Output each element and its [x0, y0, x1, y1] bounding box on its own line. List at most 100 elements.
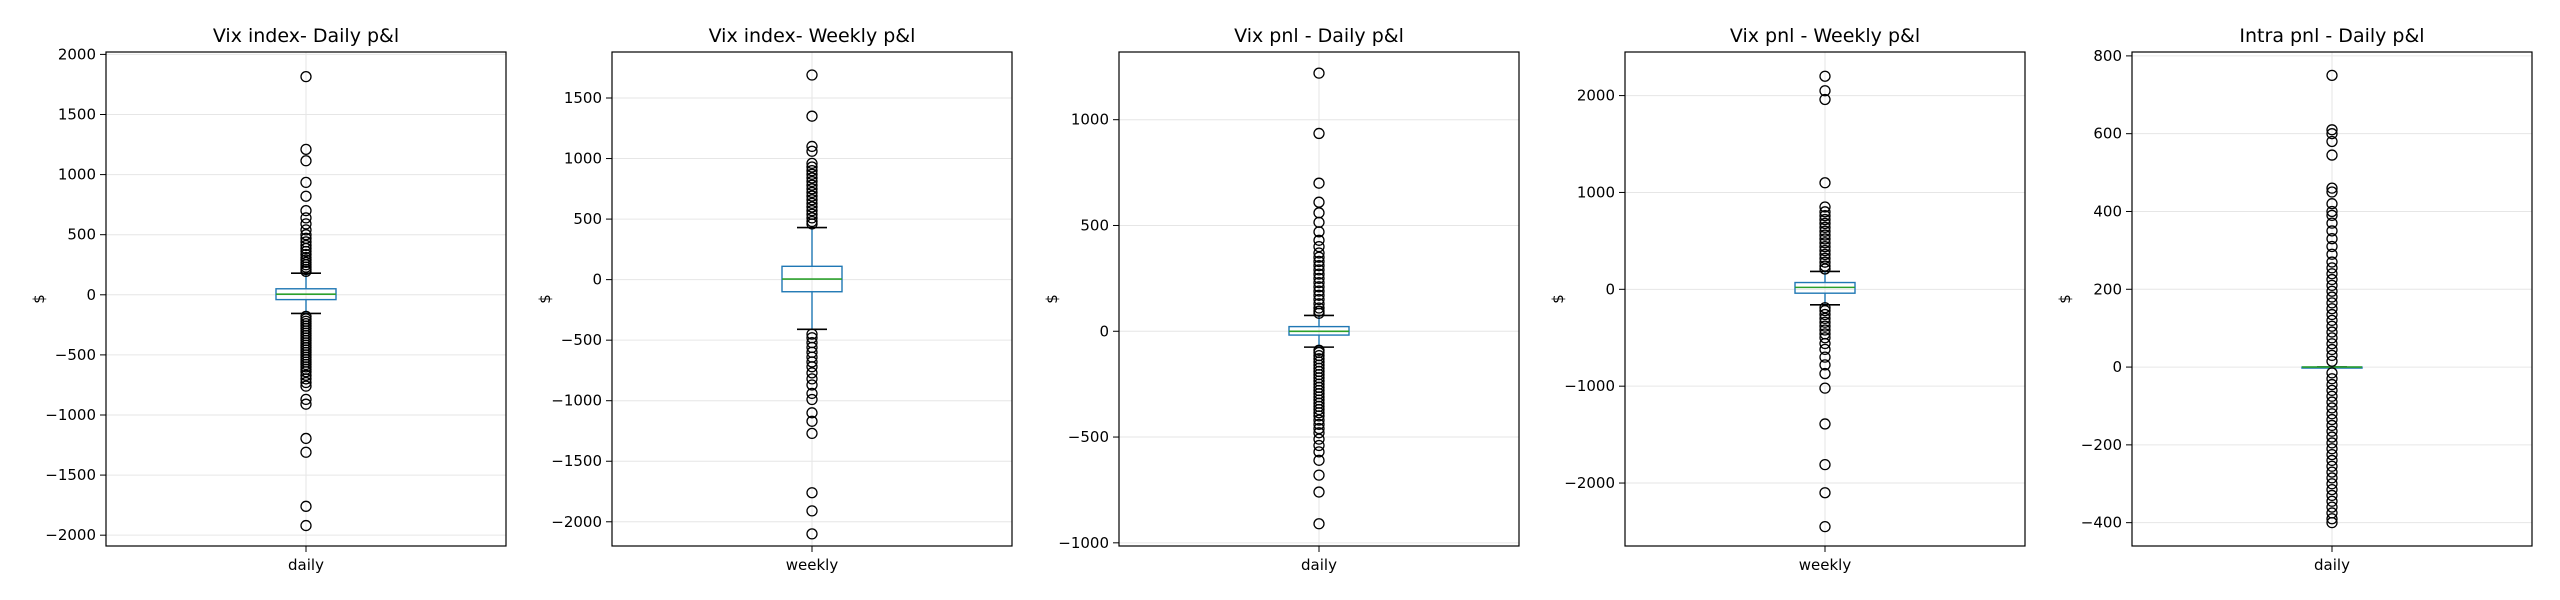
- y-tick-label: −1000: [1058, 534, 1109, 552]
- outlier-point: [300, 380, 312, 392]
- outlier-point: [1819, 304, 1831, 317]
- outlier-point: [1313, 439, 1325, 452]
- outlier-point: [1819, 233, 1831, 245]
- outlier-point: [1313, 446, 1325, 458]
- outlier-point: [300, 446, 312, 458]
- outlier-point: [1819, 308, 1831, 321]
- outlier-point: [1313, 407, 1325, 419]
- outlier-point: [1819, 332, 1831, 344]
- outlier-point: [1819, 312, 1831, 325]
- outlier-point: [1313, 247, 1325, 259]
- y-tick-label: 2000: [58, 45, 96, 63]
- outlier-point: [2326, 437, 2338, 449]
- outlier-point: [1819, 177, 1831, 189]
- chart-panel-4: −2000 −1000 0 1000 2000 weekly Vix pnl - Weekl…: [1549, 25, 2026, 574]
- y-tick-label: 1000: [1071, 111, 1109, 129]
- y-axis-label: $: [1043, 294, 1061, 304]
- outlier-point: [2326, 149, 2338, 161]
- outlier-point: [1313, 264, 1325, 276]
- outlier-point: [2326, 291, 2338, 303]
- outlier-point: [2326, 478, 2338, 490]
- outlier-point: [2326, 303, 2338, 315]
- y-tick-label: 0: [592, 271, 602, 289]
- outlier-point: [2326, 338, 2338, 350]
- chart-title: Vix pnl - Weekly p&l: [1730, 25, 1920, 47]
- x-category-label: daily: [2314, 556, 2350, 574]
- outlier-point: [1819, 241, 1831, 253]
- outlier-point: [806, 145, 818, 157]
- y-tick-label: 800: [2093, 47, 2122, 65]
- outlier-point: [2326, 128, 2338, 140]
- outlier-point: [2326, 198, 2338, 210]
- outlier-point: [806, 194, 818, 206]
- outlier-point: [2326, 205, 2338, 218]
- y-tick-label: −2000: [45, 526, 96, 544]
- x-category-label: daily: [288, 556, 324, 574]
- outlier-point: [806, 175, 818, 188]
- outlier-point: [1313, 285, 1325, 297]
- outlier-point: [2326, 367, 2338, 379]
- outlier-point: [806, 328, 818, 340]
- outlier-point: [2326, 495, 2338, 507]
- outlier-point: [300, 432, 312, 445]
- outlier-point: [806, 204, 818, 217]
- outlier-point: [1819, 337, 1831, 350]
- outlier-point: [2326, 248, 2338, 260]
- outlier-point: [1313, 427, 1325, 439]
- outlier-point: [1313, 414, 1325, 426]
- y-axis-label: $: [1549, 294, 1567, 304]
- outlier-point: [806, 393, 818, 406]
- outlier-point: [1313, 289, 1325, 301]
- outlier-point: [300, 369, 312, 381]
- y-tick-label: 2000: [1577, 87, 1615, 105]
- outlier-point: [1313, 226, 1325, 238]
- outlier-point: [806, 356, 818, 368]
- chart-title: Vix index- Daily p&l: [213, 25, 399, 47]
- outlier-point: [806, 165, 818, 177]
- outlier-point: [300, 205, 312, 217]
- outlier-point: [300, 519, 312, 532]
- outlier-point: [2326, 217, 2338, 229]
- outlier-point: [1819, 256, 1831, 268]
- outlier-point: [1313, 410, 1325, 422]
- outlier-point: [2326, 402, 2338, 414]
- outlier-point: [2326, 308, 2338, 321]
- outlier-point: [1313, 127, 1325, 140]
- outlier-point: [806, 218, 818, 230]
- outlier-point: [1313, 433, 1325, 445]
- outlier-point: [2326, 256, 2338, 268]
- y-tick-label: −1500: [551, 452, 602, 470]
- outlier-point: [2326, 419, 2338, 432]
- y-tick-label: −1000: [45, 406, 96, 424]
- outlier-point: [2326, 517, 2338, 529]
- y-tick-label: −200: [2081, 436, 2122, 454]
- outlier-point: [806, 505, 818, 517]
- outlier-point: [1313, 454, 1325, 466]
- outlier-point: [1819, 70, 1831, 82]
- outlier-point: [1313, 302, 1325, 314]
- outlier-point: [2326, 209, 2338, 222]
- outlier-point: [300, 224, 312, 236]
- outlier-point: [806, 487, 818, 499]
- outlier-point: [2326, 285, 2338, 297]
- outlier-point: [2326, 466, 2338, 478]
- outlier-point: [1819, 217, 1831, 230]
- outlier-point: [300, 500, 312, 512]
- y-tick-label: 1000: [58, 166, 96, 184]
- outlier-point: [806, 179, 818, 191]
- outlier-point: [2326, 390, 2338, 402]
- outlier-point: [1313, 251, 1325, 263]
- outlier-point: [300, 376, 312, 389]
- y-tick-label: 500: [67, 226, 96, 244]
- y-tick-label: 0: [1605, 280, 1615, 298]
- outlier-point: [2326, 182, 2338, 194]
- outlier-point: [300, 373, 312, 385]
- outlier-point: [300, 218, 312, 230]
- outlier-point: [806, 190, 818, 202]
- outlier-point: [2326, 431, 2338, 443]
- outlier-point: [1819, 487, 1831, 499]
- outlier-point: [1313, 268, 1325, 280]
- outlier-point: [1819, 221, 1831, 233]
- outlier-point: [1819, 320, 1831, 332]
